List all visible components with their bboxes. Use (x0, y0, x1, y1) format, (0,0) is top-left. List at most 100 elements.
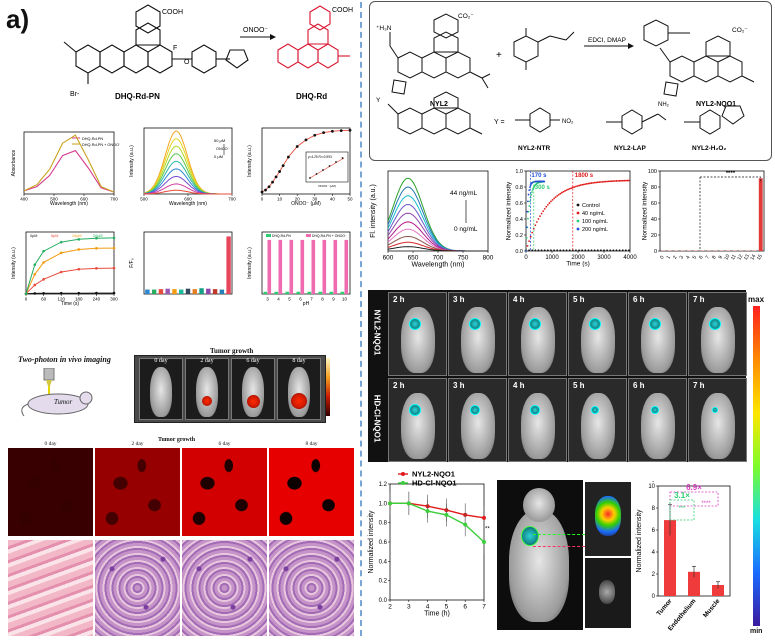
fold-change-outer: 6.9× (686, 483, 702, 492)
annotation: 300 s (535, 185, 551, 191)
kinetic-point (587, 249, 590, 252)
kinetic-point (601, 180, 604, 183)
selectivity-bar (745, 250, 750, 251)
conc-high-label: 44 ng/mL (450, 190, 477, 197)
plot-frame (389, 483, 485, 601)
x-tick-label: 10 (342, 297, 348, 302)
x-tick-label: 15 (756, 253, 764, 261)
time-label: 5 h (573, 381, 585, 390)
data-point (304, 138, 308, 142)
kinetic-point (556, 249, 559, 252)
y-tick-label: 0.0 (515, 249, 523, 255)
kinetic-point (589, 182, 591, 185)
x-tick-label: 10 (277, 197, 283, 202)
inset-point (315, 173, 318, 175)
nyl2-structure (389, 13, 491, 95)
kinetic-point (626, 179, 629, 182)
kinetic-point (567, 188, 570, 191)
kinetic-point (540, 249, 543, 252)
y-tick-label: 0 (652, 594, 656, 600)
reagent-label: EDCI, DMAP (588, 37, 626, 44)
tumor-label: Tumor (54, 398, 73, 406)
x-tick-label: 600 (383, 255, 394, 262)
y-tick-label: 1.0 (515, 169, 523, 175)
data-point (287, 155, 290, 159)
panel-b-scheme-box: ⁺H₃N CO₂⁻ NYL2 + EDCI, DMAP CO₂⁻ (369, 1, 772, 161)
time-point (77, 291, 81, 295)
kinetic-point (596, 181, 599, 184)
y-axis-label: Intensity (a.u.) (11, 247, 17, 279)
o-label-a: O (184, 59, 190, 66)
x-tick-label: 2000 (571, 255, 585, 261)
inset-fit-line (309, 157, 345, 179)
muscle-tissue-image (585, 558, 631, 628)
imaging-mouse-card: 3 h (448, 292, 507, 376)
time-point (77, 248, 81, 251)
y-substituent: Y (376, 97, 381, 104)
selectivity-bar (726, 250, 731, 251)
time-series-line (25, 267, 115, 295)
x-tick-label: 180 (75, 297, 83, 302)
conc-low-label: 0 ng/mL (454, 226, 478, 233)
x-tick-label: 3 (266, 297, 269, 302)
ph-bar (274, 291, 279, 294)
kinetic-point (546, 203, 549, 206)
ph-bar (263, 291, 268, 294)
legend-entry: 100 ng/mL (582, 219, 608, 225)
tumor-mouse-card: 0 day (139, 358, 183, 420)
x-tick-label: 5 (445, 604, 449, 611)
mouse-body (196, 367, 218, 417)
x-tick-label: 2 (388, 604, 392, 611)
selectivity-bar (151, 289, 157, 294)
kinetic-point (540, 212, 543, 215)
y-tick-label: 6 (652, 528, 656, 534)
kinetic-point (581, 183, 584, 186)
tumor-signal (651, 406, 659, 414)
substituent-structures (515, 105, 745, 135)
product-structure (643, 19, 755, 97)
whole-mouse-image (497, 480, 585, 630)
x-tick-label: 13 (743, 253, 751, 261)
micro-day-label: 0 day (44, 441, 57, 447)
panel-b-fluorescence-chart: Wavelength (nm) Fl. intensity (a.u.) 600 65… (370, 170, 494, 268)
x-tick-label: 700 (228, 197, 236, 202)
fl-spectrum-line (387, 246, 488, 252)
kinetic-point (528, 189, 531, 191)
kinetic-point (550, 200, 552, 203)
panel-divider (360, 2, 362, 636)
kinetic-point (618, 249, 621, 252)
kinetic-point (526, 244, 529, 247)
selectivity-bar (185, 288, 191, 294)
imaging-mouse-card: 4 h (508, 292, 567, 376)
panel-b-scheme: ⁺H₃N CO₂⁻ NYL2 + EDCI, DMAP CO₂⁻ (376, 13, 755, 152)
y-tick-label: 10 (648, 484, 655, 490)
legend-entry: 40 ng/mL (582, 211, 605, 217)
y-tick-label: 2 (652, 572, 656, 578)
plot-frame (659, 170, 765, 252)
kinetic-point (617, 179, 619, 182)
ph-bar (329, 291, 334, 294)
x-tick-label: 7 (705, 255, 712, 261)
kinetic-point (537, 218, 540, 220)
ph-bar (300, 239, 305, 294)
tumor-signal (530, 405, 540, 415)
x-tick-label: 600 (184, 197, 192, 202)
abs-series-line (23, 149, 115, 193)
tumor-signal (590, 405, 600, 415)
time-point (33, 292, 37, 295)
plot-frame (261, 231, 351, 295)
ph-bar (307, 291, 312, 294)
time-point (59, 240, 63, 244)
imaging-mouse-card: 7 h (688, 378, 747, 462)
legend-entry: 10μM (72, 234, 82, 238)
kinetic-point (531, 249, 534, 252)
mouse-body (521, 393, 555, 459)
legend-entry: 200 ng/mL (582, 227, 608, 233)
panel-b-tissue-chart: Normalized intensity0246810TumorEndothel… (636, 475, 731, 632)
kinetic-point (581, 249, 584, 252)
y-axis-label: Intensity (a.u.) (247, 247, 253, 279)
kinetic-point (564, 190, 566, 192)
kinetic-point (559, 249, 562, 252)
inset-point (309, 177, 311, 179)
